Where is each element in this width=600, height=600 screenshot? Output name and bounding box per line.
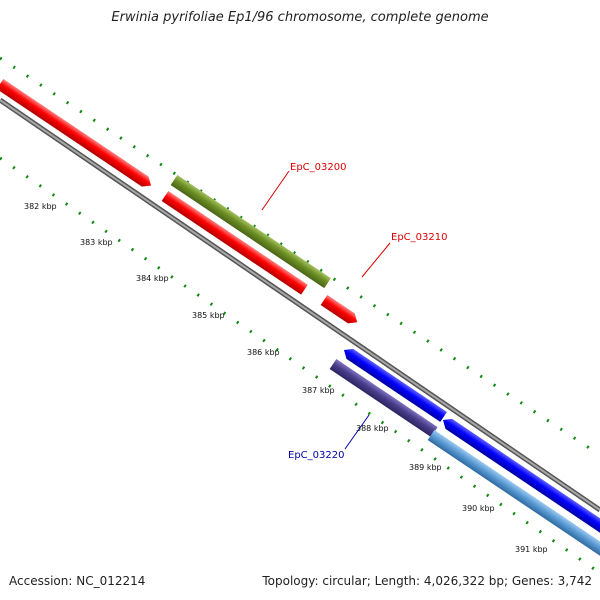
map-title: Erwinia pyrifoliae Ep1/96 chromosome, co… bbox=[111, 10, 489, 25]
reverse-cds-track bbox=[341, 345, 600, 554]
tick-label: 383 kbp bbox=[80, 238, 113, 247]
gene-label-epc-03200[interactable]: EpC_03200 bbox=[290, 162, 346, 173]
leader-line-epc-03210 bbox=[361, 242, 391, 278]
tick-label: 391 kbp bbox=[515, 545, 548, 554]
gene-feature-lightblue[interactable] bbox=[427, 430, 600, 569]
tick-labels: 382 kbp 383 kbp 384 kbp 385 kbp 386 kbp … bbox=[24, 202, 548, 554]
tick-label: 382 kbp bbox=[24, 202, 57, 211]
gene-feature-purple[interactable] bbox=[329, 359, 438, 438]
cds-arrow-blue-1[interactable] bbox=[341, 345, 447, 422]
gene-feature-green[interactable] bbox=[170, 175, 331, 289]
accession-text: Accession: NC_012214 bbox=[9, 574, 146, 588]
tick-label: 387 kbp bbox=[302, 386, 335, 395]
cds-arrow-red-2[interactable] bbox=[161, 191, 308, 295]
tick-label: 389 kbp bbox=[409, 463, 442, 472]
tick-label: 384 kbp bbox=[136, 274, 169, 283]
outer-tick-ring bbox=[0, 56, 600, 457]
leader-line-epc-03200 bbox=[261, 170, 290, 211]
tick-label: 388 kbp bbox=[356, 424, 389, 433]
cds-arrow-red-3[interactable] bbox=[320, 295, 361, 327]
cds-arrow-red-1[interactable] bbox=[0, 79, 154, 190]
tick-label: 385 kbp bbox=[192, 311, 225, 320]
gene-label-epc-03210[interactable]: EpC_03210 bbox=[391, 232, 447, 243]
genome-stats-text: Topology: circular; Length: 4,026,322 bp… bbox=[262, 574, 592, 588]
cds-arrow-blue-2[interactable] bbox=[440, 415, 600, 554]
tick-label: 390 kbp bbox=[462, 504, 495, 513]
inner-tick-ring bbox=[0, 156, 600, 575]
tick-label: 386 kbp bbox=[247, 348, 280, 357]
gene-label-epc-03220[interactable]: EpC_03220 bbox=[288, 450, 344, 461]
leader-line-epc-03220 bbox=[344, 414, 370, 450]
forward-cds-track bbox=[0, 79, 361, 327]
genome-backbone bbox=[0, 97, 600, 513]
